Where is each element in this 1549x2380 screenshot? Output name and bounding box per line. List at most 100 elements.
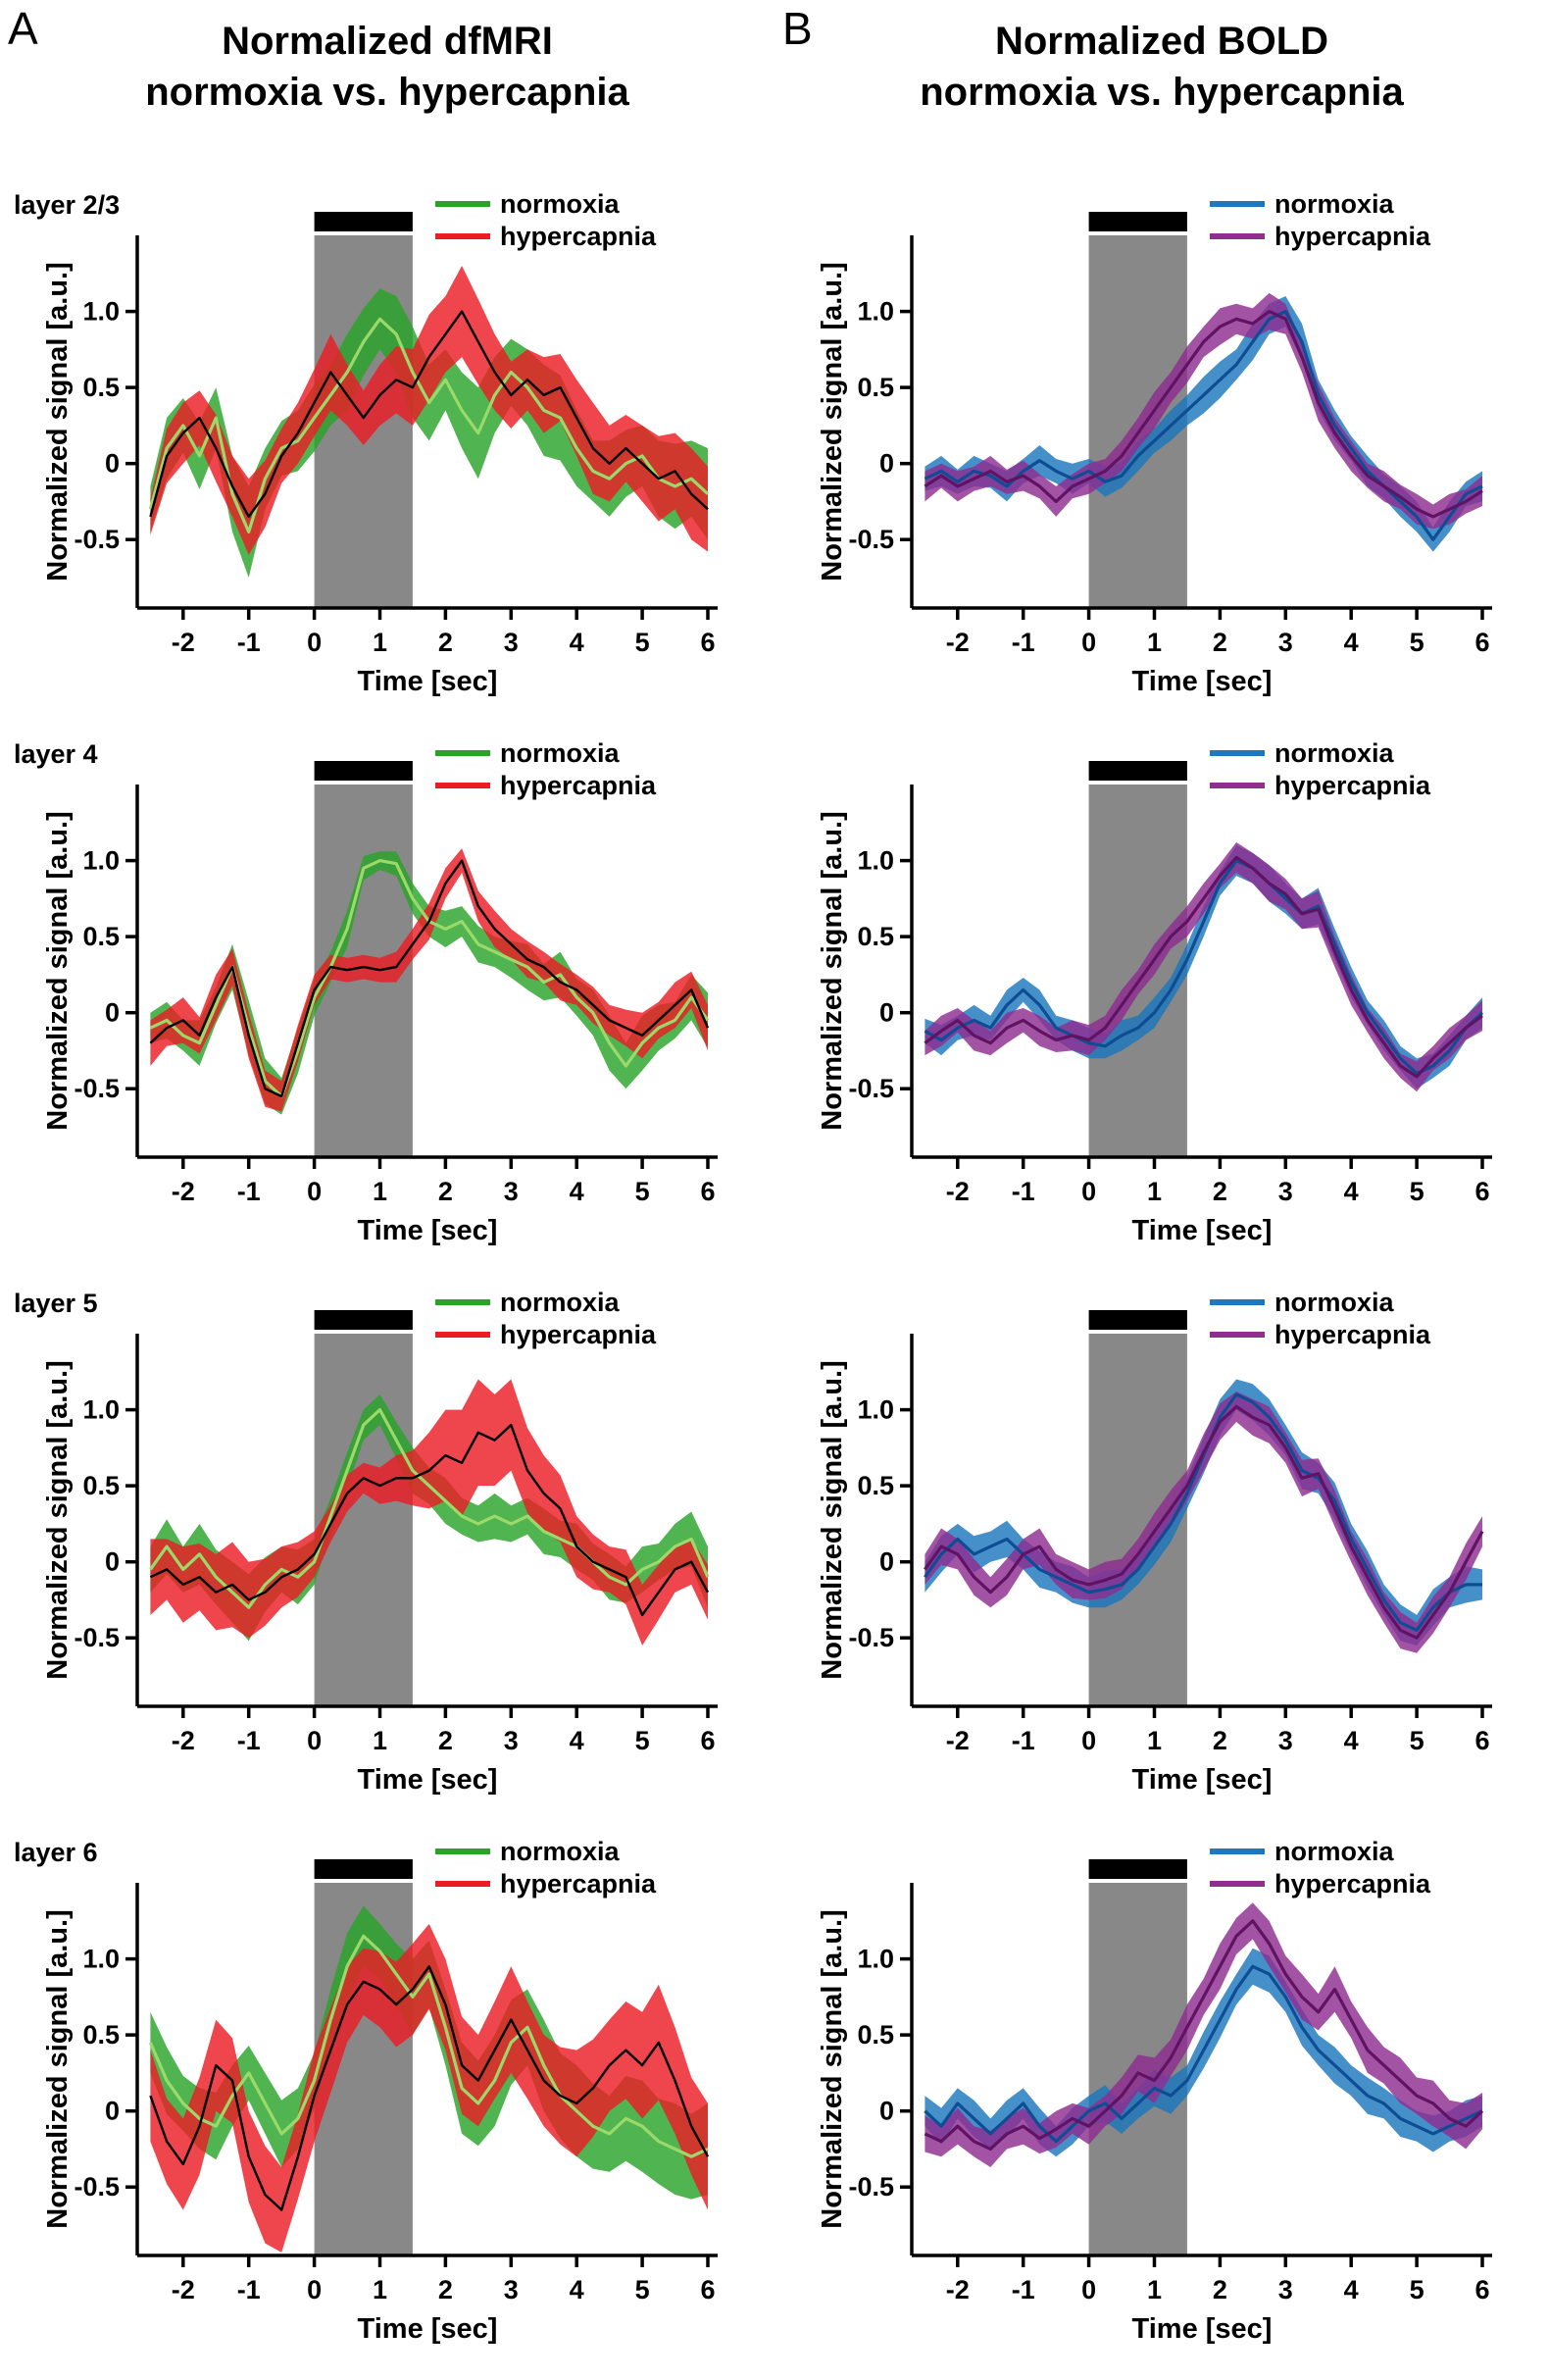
y-tick-label: 0.5 [857,1471,894,1500]
x-tick-label: 0 [307,1177,322,1206]
column-b-title-line2: normoxia vs. hypercapnia [920,71,1404,114]
x-tick-label: 0 [1081,2275,1096,2304]
x-tick-label: 1 [1147,2275,1162,2304]
y-tick-label: 0 [105,998,120,1028]
column-a-title-line2: normoxia vs. hypercapnia [145,71,629,114]
panel-bold-layer-4: -2 -1 0 1 2 3 4 5 6 -0.5 0 0.5 1.0 Time [sec] Normaliz… [774,714,1549,1263]
x-tick-label: 1 [373,628,387,657]
x-tick-label: -2 [946,1177,970,1206]
panel-dfmri-layer-6: -2 -1 0 1 2 3 4 5 6 -0.5 0 0.5 1.0 Time [sec] Normaliz… [0,1812,774,2361]
x-tick-label: -2 [172,1726,195,1755]
series-mean-line-normoxia [149,1408,710,1609]
x-tick-label: 0 [307,628,322,657]
y-tick-label: -0.5 [848,2172,894,2202]
legend-label-normoxia: normoxia [1274,1288,1395,1317]
x-tick-label: 5 [1410,2275,1424,2304]
x-tick-label: 4 [570,1726,584,1755]
y-axis-label: Normalized signal [a.u.] [817,262,848,582]
legend-label-hypercapnia: hypercapnia [500,1320,657,1349]
x-tick-label: 5 [1410,628,1424,657]
x-tick-label: 5 [1410,1177,1424,1206]
y-tick-label: 0 [105,1547,120,1577]
column-b-title-line1: Normalized BOLD [994,20,1329,63]
x-tick-label: -1 [1012,628,1035,657]
x-tick-label: -1 [237,628,261,657]
legend-label-normoxia: normoxia [1274,1837,1395,1866]
y-tick-label: -0.5 [74,2172,120,2202]
plot-dfmri-layer-4: -2 -1 0 1 2 3 4 5 6 -0.5 0 0.5 1.0 Time [sec] Normaliz… [39,714,774,1263]
y-axis-label: Normalized signal [a.u.] [42,1909,74,2229]
series-band-hypercapnia [150,1379,708,1646]
x-tick-label: -1 [237,2275,261,2304]
panel-letter-b: B [782,3,813,54]
legend-label-normoxia: normoxia [500,1837,621,1866]
x-tick-label: 6 [1474,2275,1489,2304]
y-tick-label: 0 [879,2097,894,2126]
x-axis-label: Time [sec] [1132,1215,1273,1246]
x-tick-label: 6 [700,1177,715,1206]
series-band-hypercapnia [924,1391,1482,1653]
x-tick-label: 6 [1474,628,1489,657]
x-axis-label: Time [sec] [358,666,498,697]
x-tick-label: 2 [438,2275,453,2304]
x-tick-label: 2 [1213,1177,1227,1206]
y-axis-label: Normalized signal [a.u.] [817,1909,848,2229]
legend-label-normoxia: normoxia [1274,189,1395,219]
series-mean-line-hypercapnia [149,1965,710,2211]
x-tick-label: 6 [700,1726,715,1755]
series-mean-line-normoxia [148,1934,709,2158]
plot-bold-layer-4: -2 -1 0 1 2 3 4 5 6 -0.5 0 0.5 1.0 Time [sec] Normaliz… [814,714,1549,1263]
x-axis-label: Time [sec] [358,1215,498,1246]
legend-label-hypercapnia: hypercapnia [1274,222,1431,251]
panel-plot: -2 -1 0 1 2 3 4 5 6 -0.5 0 0.5 1.0 Time [sec] Normaliz… [42,738,718,1246]
y-tick-label: 0 [105,449,120,479]
series-mean-line-hypercapnia [924,855,1483,1079]
series-band-normoxia [924,1379,1482,1646]
legend-label-normoxia: normoxia [500,189,621,219]
x-tick-label: 4 [570,1177,584,1206]
series-mean-line-normoxia [148,317,710,533]
x-tick-label: 4 [1344,1177,1359,1206]
figure-headers: A Normalized dfMRI normoxia vs. hypercap… [0,0,1549,165]
legend-label-hypercapnia: hypercapnia [500,1869,657,1899]
y-tick-label: 0.5 [857,2020,894,2050]
x-tick-label: 6 [700,628,715,657]
legend-label-normoxia: normoxia [500,1288,621,1317]
x-tick-label: 2 [1213,2275,1227,2304]
layer-label: layer 5 [14,1289,98,1318]
x-tick-label: 4 [1344,628,1359,657]
legend-label-normoxia: normoxia [1274,738,1395,768]
x-tick-label: 4 [1344,1726,1359,1755]
y-tick-label: 1.0 [82,846,120,876]
series-mean-line-hypercapnia [149,1423,710,1617]
panel-plot: -2 -1 0 1 2 3 4 5 6 -0.5 0 0.5 1.0 Time [sec] Normaliz… [817,1288,1492,1796]
stimulus-bar [1088,761,1187,781]
x-tick-label: -1 [237,1726,261,1755]
x-tick-label: -1 [237,1177,261,1206]
y-tick-label: 0 [879,449,894,479]
stimulus-bar [1088,1310,1187,1330]
y-tick-label: 0.5 [82,373,120,402]
x-tick-label: 0 [307,2275,322,2304]
plot-dfmri-layer-2-3: -2 -1 0 1 2 3 4 5 6 -0.5 0 0.5 1.0 Time [sec] Normaliz… [39,165,774,714]
panel-plot: -2 -1 0 1 2 3 4 5 6 -0.5 0 0.5 1.0 Time [sec] Normaliz… [42,189,718,697]
panel-plot: -2 -1 0 1 2 3 4 5 6 -0.5 0 0.5 1.0 Time [sec] Normaliz… [817,189,1492,697]
x-axis-label: Time [sec] [1132,666,1273,697]
x-tick-label: 4 [1344,2275,1359,2304]
x-axis-label: Time [sec] [358,1764,498,1796]
x-tick-label: 5 [635,1177,650,1206]
x-tick-label: 0 [1081,628,1096,657]
legend-label-normoxia: normoxia [500,738,621,768]
series-band-hypercapnia [924,841,1482,1092]
series-mean-line-normoxia [924,1393,1482,1632]
y-tick-label: 0.5 [82,922,120,951]
x-tick-label: 3 [1278,628,1293,657]
stimulus-bar [314,761,413,781]
panel-plot: -2 -1 0 1 2 3 4 5 6 -0.5 0 0.5 1.0 Time [sec] Normaliz… [42,1288,718,1796]
panel-letter-a: A [8,3,38,54]
plot-bold-layer-2-3: -2 -1 0 1 2 3 4 5 6 -0.5 0 0.5 1.0 Time [sec] Normaliz… [814,165,1549,714]
y-tick-label: 1.0 [82,1945,120,1974]
series-mean-line-hypercapnia [924,1919,1484,2151]
x-tick-label: 0 [1081,1177,1096,1206]
x-tick-label: 3 [504,1726,519,1755]
